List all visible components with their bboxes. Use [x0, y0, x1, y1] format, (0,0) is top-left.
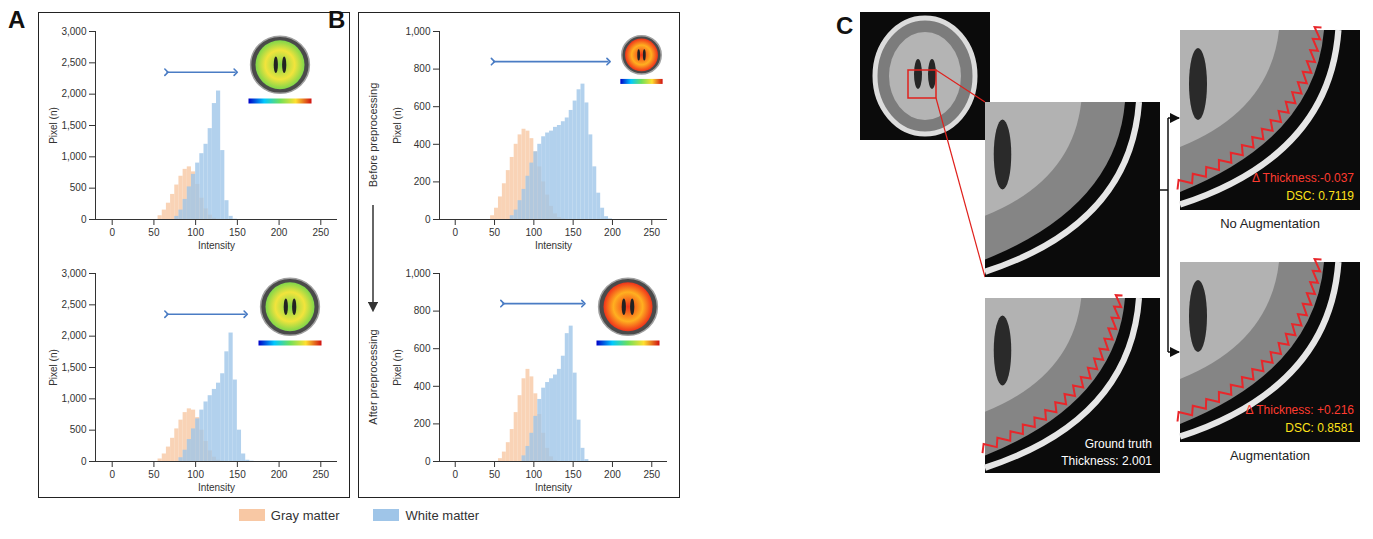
svg-text:Before preprocessing: Before preprocessing [367, 83, 379, 188]
svg-text:50: 50 [148, 227, 160, 238]
svg-text:100: 100 [187, 469, 204, 480]
html-text:White matter: White matter [405, 508, 480, 523]
svg-text:Δ Thickness:-0.037: Δ Thickness:-0.037 [1252, 171, 1354, 185]
svg-text:1,000: 1,000 [61, 393, 86, 404]
svg-text:1,500: 1,500 [61, 120, 86, 131]
svg-text:After preprocessing: After preprocessing [367, 329, 379, 424]
html-text:Gray matter: Gray matter [270, 508, 340, 523]
svg-text:250: 250 [312, 227, 329, 238]
svg-text:1,000: 1,000 [405, 268, 430, 279]
html-text:A: A [8, 6, 26, 33]
svg-text:Ground truth: Ground truth [1085, 437, 1152, 451]
svg-text:DSC: 0.7119: DSC: 0.7119 [1286, 189, 1354, 203]
svg-text:150: 150 [229, 227, 246, 238]
svg-text:Augmentation: Augmentation [1230, 448, 1310, 463]
svg-text:Intensity: Intensity [535, 240, 572, 251]
svg-text:Pixel (n): Pixel (n) [48, 107, 59, 144]
svg-text:3,000: 3,000 [61, 268, 86, 279]
svg-text:200: 200 [271, 227, 288, 238]
svg-text:500: 500 [70, 424, 87, 435]
svg-text:150: 150 [565, 469, 582, 480]
svg-text:250: 250 [643, 469, 660, 480]
svg-text:0: 0 [452, 469, 458, 480]
svg-text:DSC: 0.8581: DSC: 0.8581 [1285, 421, 1354, 435]
svg-text:1,000: 1,000 [405, 26, 430, 37]
svg-text:0: 0 [109, 227, 115, 238]
svg-text:2,500: 2,500 [61, 299, 86, 310]
html-text:B: B [328, 6, 346, 33]
svg-text:800: 800 [414, 305, 431, 316]
svg-text:0: 0 [109, 469, 115, 480]
svg-text:Pixel (n): Pixel (n) [48, 349, 59, 386]
svg-text:50: 50 [489, 227, 501, 238]
svg-text:200: 200 [414, 176, 431, 187]
svg-text:1,500: 1,500 [61, 362, 86, 373]
svg-text:No Augmentation: No Augmentation [1220, 216, 1320, 231]
svg-text:600: 600 [414, 343, 431, 354]
svg-text:150: 150 [565, 227, 582, 238]
svg-text:400: 400 [414, 139, 431, 150]
svg-text:600: 600 [414, 101, 431, 112]
svg-text:100: 100 [526, 227, 543, 238]
svg-text:0: 0 [452, 227, 458, 238]
svg-text:Thickness: 2.001: Thickness: 2.001 [1061, 454, 1152, 468]
svg-text:50: 50 [148, 469, 160, 480]
svg-text:100: 100 [526, 469, 543, 480]
svg-text:2,500: 2,500 [61, 57, 86, 68]
svg-text:500: 500 [70, 182, 87, 193]
svg-text:Intensity: Intensity [198, 240, 235, 251]
svg-text:0: 0 [81, 456, 87, 467]
svg-text:1,000: 1,000 [61, 151, 86, 162]
svg-text:0: 0 [81, 214, 87, 225]
svg-text:Δ Thickness: +0.216: Δ Thickness: +0.216 [1246, 403, 1355, 417]
svg-text:200: 200 [604, 469, 621, 480]
svg-text:800: 800 [414, 63, 431, 74]
svg-text:Pixel (n): Pixel (n) [392, 349, 403, 386]
svg-text:Pixel (n): Pixel (n) [392, 107, 403, 144]
svg-text:200: 200 [414, 418, 431, 429]
svg-text:400: 400 [414, 381, 431, 392]
svg-text:150: 150 [229, 469, 246, 480]
svg-text:250: 250 [312, 469, 329, 480]
svg-text:200: 200 [271, 469, 288, 480]
svg-text:Intensity: Intensity [198, 482, 235, 493]
svg-text:100: 100 [187, 227, 204, 238]
svg-text:C: C [836, 12, 853, 39]
svg-text:250: 250 [643, 227, 660, 238]
svg-text:2,000: 2,000 [61, 330, 86, 341]
svg-text:Intensity: Intensity [535, 482, 572, 493]
svg-text:200: 200 [604, 227, 621, 238]
svg-text:0: 0 [425, 214, 431, 225]
svg-text:50: 50 [489, 469, 501, 480]
svg-text:3,000: 3,000 [61, 26, 86, 37]
svg-text:2,000: 2,000 [61, 88, 86, 99]
svg-text:0: 0 [425, 456, 431, 467]
